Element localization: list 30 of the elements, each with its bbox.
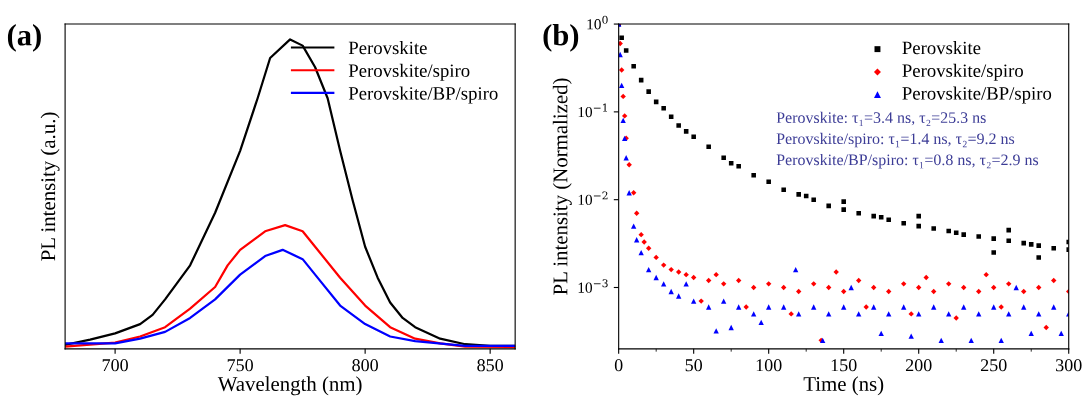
legend-label: Perovskite (902, 41, 981, 55)
y-axis-title: PL intensity (a.u.) (40, 112, 60, 261)
legend-label: Perovskite (348, 41, 427, 55)
annotation: Perovskite/BP/spiro: τ₁=0.8 ns, τ₂=2.9 ns (776, 153, 1039, 169)
y-tick-label: 10$^{−1}$ (578, 103, 607, 118)
chart-title: (a) (7, 24, 41, 52)
x-tick-label: 100 (756, 359, 782, 372)
x-tick-label: 0 (614, 359, 623, 372)
legend-label: Perovskite/spiro (902, 63, 1023, 81)
x-axis-title: Wavelength (nm) (217, 376, 362, 396)
x-tick-label: 750 (227, 359, 253, 372)
legend-label: Perovskite/BP/spiro (902, 86, 1052, 104)
x-tick-label: 50 (685, 359, 703, 372)
x-tick-label: 200 (905, 359, 932, 372)
x-tick-label: 800 (352, 359, 378, 372)
x-tick-label: 300 (1056, 359, 1082, 372)
chart-title: (b) (543, 24, 579, 52)
x-tick-label: 150 (831, 359, 857, 372)
y-axis-title: PL intensity (Normalized) (552, 78, 572, 295)
legend-label: Perovskite/BP/spiro (348, 86, 498, 104)
legend-label: Perovskite/spiro (348, 63, 470, 81)
annotation: Perovskite: τ₁=3.4 ns, τ₂=25.3 ns (776, 111, 986, 127)
y-tick-label: 10$^{−3}$ (578, 279, 608, 293)
y-tick-label: 10$^{0}$ (587, 15, 608, 30)
x-tick-label: 850 (477, 359, 504, 372)
x-tick-label: 700 (102, 359, 128, 372)
y-tick-label: 10$^{−2}$ (578, 191, 608, 206)
x-tick-label: 250 (980, 359, 1007, 372)
x-axis-title: Time (ns) (803, 376, 884, 396)
annotation: Perovskite/spiro: τ₁=1.4 ns, τ₂=9.2 ns (776, 132, 1015, 148)
